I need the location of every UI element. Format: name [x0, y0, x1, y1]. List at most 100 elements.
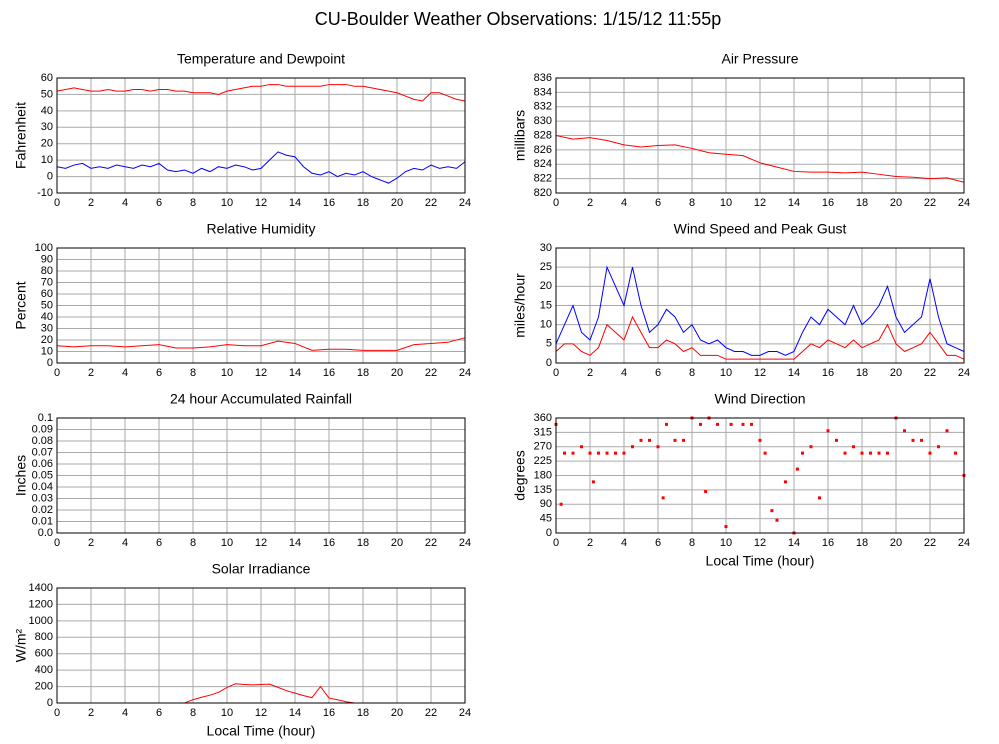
chart-title: Solar Irradiance — [212, 561, 311, 577]
y-tick-label: 30 — [41, 121, 53, 133]
x-tick-label: 4 — [621, 197, 627, 209]
y-tick-label: 0.03 — [32, 492, 53, 504]
y-tick-label: 0 — [546, 527, 552, 539]
data-point — [656, 445, 660, 449]
data-point — [563, 451, 566, 455]
data-point — [605, 451, 609, 455]
x-tick-label: 16 — [822, 537, 834, 549]
y-tick-label: 0.1 — [38, 412, 53, 424]
data-point — [750, 422, 753, 426]
x-tick-label: 14 — [289, 367, 301, 379]
x-tick-label: 22 — [924, 197, 936, 209]
x-tick-label: 6 — [156, 537, 162, 549]
x-tick-label: 20 — [890, 197, 902, 209]
y-tick-label: 30 — [540, 242, 552, 254]
y-tick-label: 1400 — [29, 582, 53, 594]
x-tick-label: 6 — [156, 367, 162, 379]
x-tick-label: 18 — [357, 537, 369, 549]
data-point — [763, 451, 767, 455]
y-tick-label: 40 — [41, 105, 53, 117]
x-tick-label: 0 — [54, 537, 60, 549]
data-line — [56, 84, 466, 102]
y-tick-label: 820 — [534, 187, 552, 199]
x-tick-label: 2 — [88, 367, 94, 379]
data-point — [665, 422, 668, 426]
y-tick-label: 0 — [47, 697, 53, 709]
y-tick-label: 40 — [41, 311, 53, 323]
y-tick-label: 25 — [540, 261, 552, 273]
x-tick-label: 10 — [221, 197, 233, 209]
x-tick-label: 0 — [553, 197, 559, 209]
plot-border — [56, 587, 466, 704]
data-point — [945, 429, 949, 433]
x-tick-label: 4 — [122, 367, 128, 379]
x-tick-label: 12 — [255, 367, 267, 379]
y-axis-label: Percent — [13, 281, 29, 329]
x-tick-label: 14 — [788, 537, 800, 549]
data-point — [795, 467, 799, 471]
x-tick-label: 6 — [156, 707, 162, 719]
x-tick-label: 12 — [255, 197, 267, 209]
x-tick-label: 0 — [54, 197, 60, 209]
data-point — [571, 451, 575, 455]
y-tick-label: 824 — [534, 158, 552, 170]
y-tick-label: 0.05 — [32, 469, 53, 481]
data-point — [673, 438, 677, 442]
x-tick-label: 16 — [323, 197, 335, 209]
data-point — [911, 438, 915, 442]
data-point — [826, 429, 830, 433]
x-tick-label: 20 — [890, 537, 902, 549]
y-tick-label: 90 — [41, 253, 53, 265]
data-point — [818, 496, 821, 500]
data-point — [631, 445, 634, 449]
x-tick-label: 12 — [255, 537, 267, 549]
x-tick-label: 0 — [54, 707, 60, 719]
y-tick-label: 832 — [534, 101, 552, 113]
data-point — [903, 429, 906, 433]
x-tick-label: 6 — [655, 197, 661, 209]
x-tick-label: 14 — [788, 367, 800, 379]
x-tick-label: 22 — [425, 197, 437, 209]
x-tick-label: 8 — [689, 537, 695, 549]
data-point — [954, 451, 957, 455]
x-tick-label: 6 — [655, 367, 661, 379]
data-point — [559, 502, 563, 506]
y-tick-label: 10 — [540, 319, 552, 331]
x-tick-label: 10 — [221, 537, 233, 549]
x-tick-label: 2 — [587, 537, 593, 549]
data-point — [860, 451, 864, 455]
data-point — [784, 480, 787, 484]
x-tick-label: 10 — [720, 367, 732, 379]
data-point — [843, 451, 847, 455]
plot-border — [555, 247, 965, 364]
x-tick-label: 18 — [357, 707, 369, 719]
y-tick-label: 50 — [41, 299, 53, 311]
data-point — [648, 438, 651, 442]
x-tick-label: 20 — [890, 367, 902, 379]
data-point — [801, 451, 804, 455]
data-point — [886, 451, 889, 455]
chart-title: Relative Humidity — [207, 221, 316, 237]
y-tick-label: -10 — [37, 187, 53, 199]
data-point — [716, 422, 719, 426]
y-tick-label: 0.09 — [32, 423, 53, 435]
y-tick-label: 15 — [540, 299, 552, 311]
figure-title: CU-Boulder Weather Observations: 1/15/12… — [315, 9, 722, 29]
data-line — [56, 337, 466, 351]
data-point — [729, 422, 733, 426]
x-tick-label: 8 — [190, 537, 196, 549]
y-tick-label: 20 — [41, 138, 53, 150]
chart-title: Air Pressure — [721, 51, 798, 67]
data-point — [682, 438, 685, 442]
y-tick-label: 60 — [41, 72, 53, 84]
x-tick-label: 18 — [357, 367, 369, 379]
y-tick-label: 1200 — [29, 598, 53, 610]
x-tick-label: 16 — [822, 197, 834, 209]
data-point — [937, 445, 940, 449]
x-tick-label: 18 — [856, 367, 868, 379]
data-point — [809, 445, 813, 449]
data-line — [56, 151, 466, 184]
x-tick-label: 6 — [655, 537, 661, 549]
y-tick-label: 826 — [534, 144, 552, 156]
